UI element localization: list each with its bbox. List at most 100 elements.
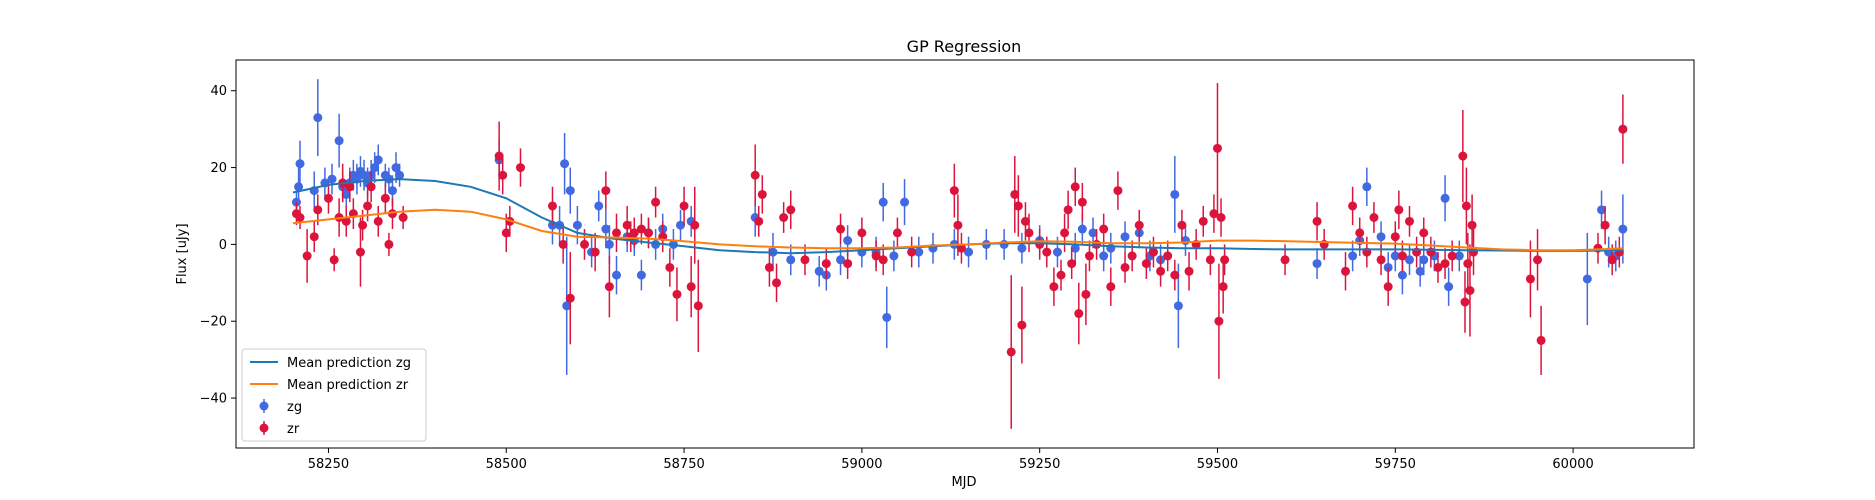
point-zg xyxy=(1173,301,1183,311)
point-zr xyxy=(1067,259,1077,269)
point-zg xyxy=(999,239,1009,249)
point-zr xyxy=(1070,182,1080,192)
point-zg xyxy=(1397,270,1407,280)
point-zr xyxy=(1074,309,1084,319)
point-zr xyxy=(690,220,700,230)
point-zg xyxy=(1348,251,1358,261)
point-zr xyxy=(355,247,365,257)
point-zr xyxy=(878,255,888,265)
point-zr xyxy=(1463,259,1473,269)
plot-marks xyxy=(291,79,1628,429)
point-zr xyxy=(1600,220,1610,230)
point-zg xyxy=(636,270,646,280)
point-zr xyxy=(302,251,312,261)
point-zr xyxy=(1419,228,1429,238)
point-zg xyxy=(1362,182,1372,192)
point-zr xyxy=(363,201,373,211)
point-zr xyxy=(1209,209,1219,219)
point-zr xyxy=(1017,320,1027,330)
point-zg xyxy=(295,159,305,169)
point-zg xyxy=(572,220,582,230)
point-zr xyxy=(1218,282,1228,292)
point-zr xyxy=(1134,220,1144,230)
legend: Mean prediction zg Mean prediction zr zg… xyxy=(241,348,427,442)
point-zr xyxy=(345,182,355,192)
point-zr xyxy=(1170,270,1180,280)
x-tick-label: 60000 xyxy=(1552,457,1593,472)
point-zr xyxy=(679,201,689,211)
point-zr xyxy=(565,293,575,303)
point-zg xyxy=(1099,251,1109,261)
point-zr xyxy=(779,213,789,223)
legend-swatch-zr xyxy=(259,423,269,433)
point-zr xyxy=(494,151,504,161)
point-zr xyxy=(1216,213,1226,223)
point-zr xyxy=(672,289,682,299)
point-zr xyxy=(956,243,966,253)
x-axis-label: MJD xyxy=(951,475,976,490)
point-zr xyxy=(1447,251,1457,261)
point-zg xyxy=(1088,228,1098,238)
mean-prediction-zr-line xyxy=(292,208,1623,252)
point-zr xyxy=(907,247,917,257)
point-zr xyxy=(1405,216,1415,226)
point-zr xyxy=(341,216,351,226)
point-zr xyxy=(612,228,622,238)
point-zg xyxy=(1405,255,1415,265)
point-zg xyxy=(1077,224,1087,234)
point-zg xyxy=(594,201,604,211)
point-zr xyxy=(590,247,600,257)
point-zr xyxy=(754,216,764,226)
point-zg xyxy=(565,186,575,196)
point-zr xyxy=(1618,124,1628,134)
y-tick-label: 20 xyxy=(210,161,227,176)
point-zr xyxy=(1156,266,1166,276)
point-zr xyxy=(757,189,767,199)
point-zr xyxy=(329,255,339,265)
point-zr xyxy=(1163,251,1173,261)
point-zr xyxy=(1397,251,1407,261)
point-zr xyxy=(1077,197,1087,207)
point-zr xyxy=(1220,255,1230,265)
point-zr xyxy=(1536,335,1546,345)
point-zr xyxy=(1205,255,1215,265)
point-zg xyxy=(1120,232,1130,242)
point-zr xyxy=(644,228,654,238)
point-zg xyxy=(1440,193,1450,203)
x-tick-label: 58500 xyxy=(486,457,527,472)
point-zr xyxy=(1020,216,1030,226)
point-zr xyxy=(953,220,963,230)
point-zr xyxy=(1383,282,1393,292)
point-zr xyxy=(772,278,782,288)
point-zr xyxy=(1148,247,1158,257)
point-zg xyxy=(676,220,686,230)
point-zg xyxy=(1070,243,1080,253)
point-zg xyxy=(1419,255,1429,265)
point-zg xyxy=(387,186,397,196)
point-zr xyxy=(515,163,525,173)
point-zr xyxy=(1198,216,1208,226)
point-zr xyxy=(1024,228,1034,238)
point-zr xyxy=(1099,224,1109,234)
point-zr xyxy=(1355,228,1365,238)
point-zg xyxy=(1052,247,1062,257)
point-zg xyxy=(1444,282,1454,292)
point-zr xyxy=(1127,251,1137,261)
point-zr xyxy=(764,262,774,272)
legend-swatch-zg xyxy=(259,401,269,411)
point-zg xyxy=(1597,205,1607,215)
point-zg xyxy=(836,255,846,265)
point-zr xyxy=(1607,255,1617,265)
point-zr xyxy=(547,201,557,211)
point-zr xyxy=(1467,220,1477,230)
point-zg xyxy=(1376,232,1386,242)
point-zr xyxy=(501,228,511,238)
point-zr xyxy=(1006,347,1016,357)
point-zg xyxy=(964,247,974,257)
point-zr xyxy=(1390,232,1400,242)
point-zg xyxy=(1390,251,1400,261)
point-zr xyxy=(1049,282,1059,292)
point-zr xyxy=(1280,255,1290,265)
point-zr xyxy=(1184,266,1194,276)
point-zg xyxy=(391,163,401,173)
